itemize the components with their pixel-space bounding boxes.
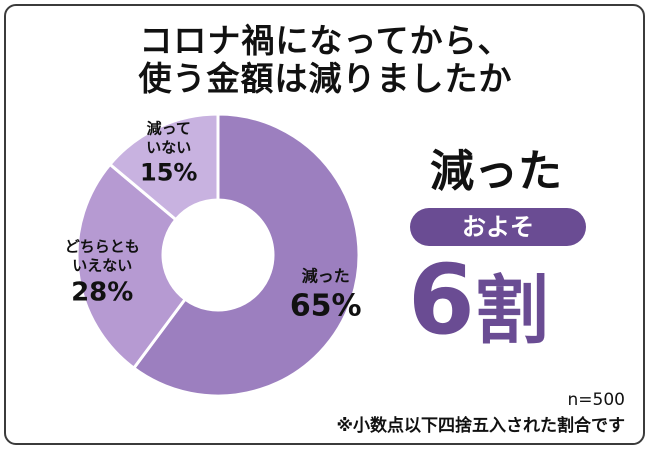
slice-value-label: 15% xyxy=(140,158,197,186)
highlight-pill: およそ xyxy=(410,208,586,246)
highlight-pill-text: およそ xyxy=(462,213,534,241)
highlight-label: 減った xyxy=(430,146,562,197)
slice-category-label: 減った xyxy=(302,267,350,286)
slice-category-label: どちらとも xyxy=(65,238,140,256)
chart-title-line-1: コロナ禍になってから、 xyxy=(139,21,512,60)
donut-slice xyxy=(131,112,361,398)
donut-slice xyxy=(107,112,220,222)
slice-value-label: 28% xyxy=(71,278,133,308)
sample-size-note: n=500 xyxy=(567,390,625,410)
slice-category-label: いえない xyxy=(72,257,132,275)
donut-slice xyxy=(75,162,188,371)
rounding-note: ※小数点以下四捨五入された割合です xyxy=(336,416,625,436)
highlight-unit: 割 xyxy=(474,268,549,354)
slice-category-label: いない xyxy=(146,138,191,156)
highlight-number: 6 xyxy=(408,244,475,356)
slice-category-label: 減って xyxy=(147,119,191,137)
chart-title-line-2: 使う金額は減りましたか xyxy=(138,59,513,98)
highlight-value: 6割 xyxy=(408,252,598,348)
slice-value-label: 65% xyxy=(290,289,362,324)
